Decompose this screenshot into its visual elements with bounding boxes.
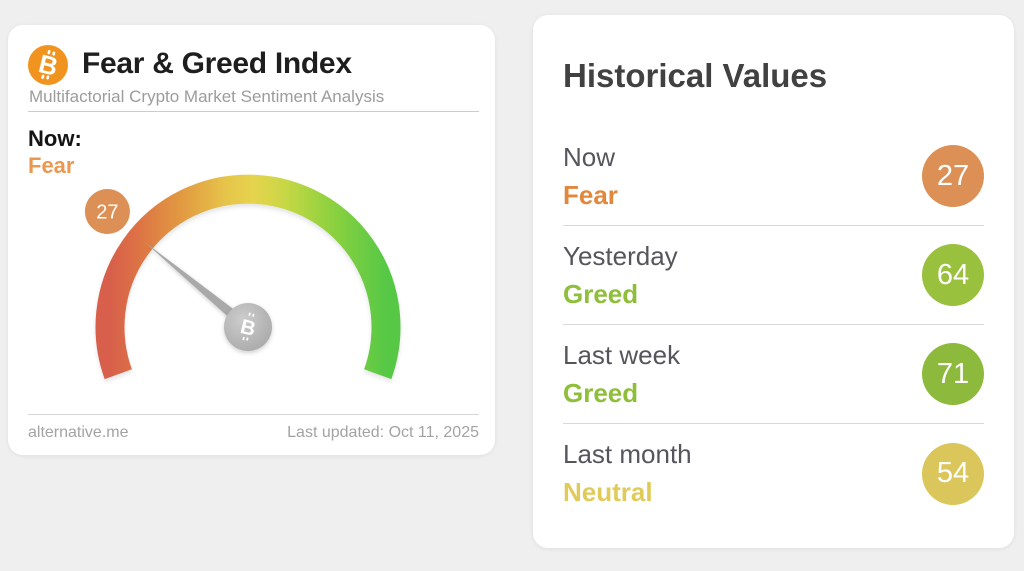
history-period-label: Now bbox=[563, 141, 616, 172]
card-title: Fear & Greed Index bbox=[82, 47, 352, 80]
header-divider bbox=[28, 111, 479, 112]
history-row: Last week Greed 71 bbox=[563, 325, 984, 424]
history-period-label: Last month bbox=[563, 439, 692, 469]
gauge-hub bbox=[224, 303, 272, 351]
history-row: Yesterday Greed 64 bbox=[563, 226, 984, 325]
history-value-badge: 71 bbox=[922, 343, 984, 405]
now-classification: Fear bbox=[28, 153, 75, 178]
history-classification: Greed bbox=[563, 278, 639, 309]
history-classification: Greed bbox=[563, 377, 639, 408]
history-period-label: Last week bbox=[563, 339, 681, 370]
gauge-arc bbox=[95, 174, 401, 380]
history-row-texts: Last week Greed bbox=[563, 340, 680, 409]
bitcoin-icon: B bbox=[28, 45, 68, 85]
history-row: Last month Neutral 54 bbox=[563, 424, 984, 523]
history-rows: Now Fear 27 Yesterday Greed 64 Last week… bbox=[563, 127, 984, 523]
history-classification: Neutral bbox=[563, 477, 653, 507]
fear-greed-gauge: B 27 bbox=[84, 174, 401, 380]
history-value-badge: 64 bbox=[922, 244, 984, 306]
history-classification: Fear bbox=[563, 179, 618, 210]
history-value-badge: 54 bbox=[922, 442, 984, 505]
history-value-badge: 27 bbox=[922, 145, 984, 207]
history-period-label: Yesterday bbox=[563, 240, 678, 271]
bitcoin-hub-icon: B bbox=[238, 312, 258, 341]
history-row-texts: Now Fear bbox=[563, 142, 618, 211]
historical-title: Historical Values bbox=[563, 57, 828, 94]
gauge-value-text: 27 bbox=[96, 202, 118, 224]
fear-greed-card: B Fear & Greed Index Multifactorial Cryp… bbox=[8, 25, 495, 455]
svg-text:B: B bbox=[238, 315, 258, 341]
footer-divider bbox=[28, 414, 479, 415]
gauge-needle bbox=[143, 241, 252, 332]
history-row-texts: Last month Neutral bbox=[563, 439, 692, 508]
history-row: Now Fear 27 bbox=[563, 127, 984, 226]
now-label: Now: bbox=[28, 126, 82, 151]
history-row-texts: Yesterday Greed bbox=[563, 241, 678, 310]
source-link[interactable]: alternative.me bbox=[28, 424, 129, 441]
card-subtitle: Multifactorial Crypto Market Sentiment A… bbox=[29, 87, 385, 106]
historical-values-card: Historical Values Now Fear 27 Yesterday … bbox=[533, 15, 1014, 548]
gauge-value-badge bbox=[84, 189, 130, 234]
last-updated-label: Last updated: Oct 11, 2025 bbox=[287, 424, 479, 441]
